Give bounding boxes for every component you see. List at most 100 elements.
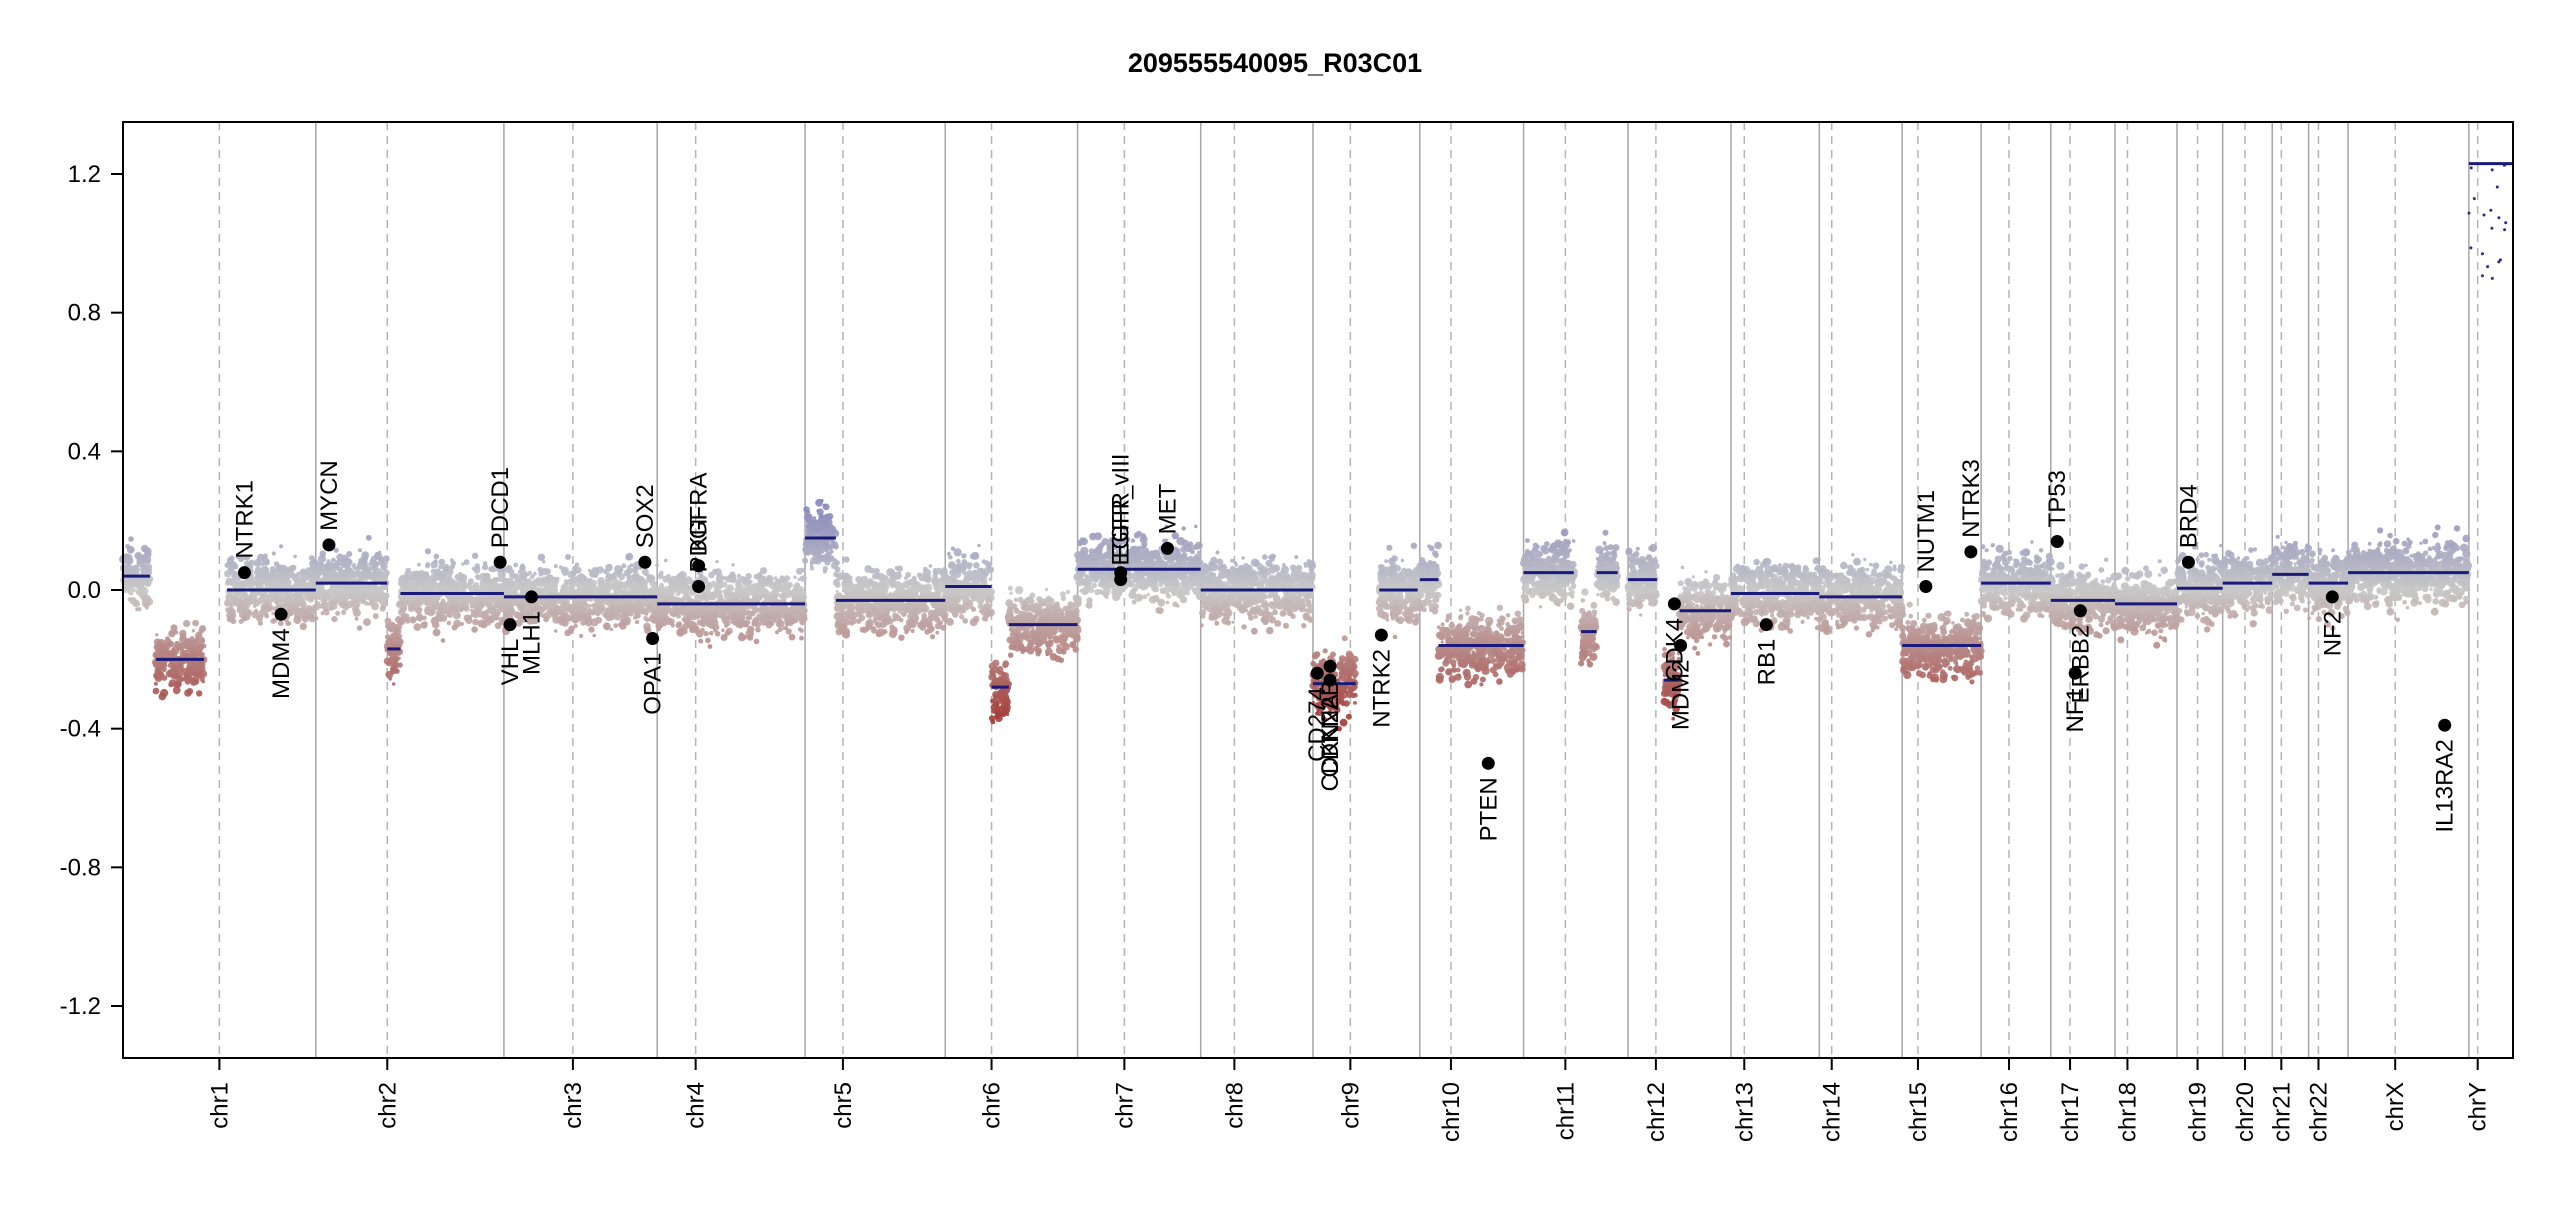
probe-point [749, 606, 752, 609]
probe-point [417, 615, 422, 620]
probe-point [493, 604, 498, 609]
probe-point [468, 579, 474, 585]
probe-point [979, 568, 983, 572]
probe-point [867, 621, 871, 625]
probe-point [1016, 609, 1020, 613]
probe-point [471, 611, 478, 618]
probe-point [484, 597, 492, 605]
probe-point [725, 608, 732, 615]
probe-point [917, 621, 925, 629]
probe-point [753, 607, 757, 611]
probe-point [799, 606, 805, 612]
probe-point [570, 631, 573, 634]
probe-point [792, 611, 799, 618]
probe-point [349, 571, 356, 578]
probe-point [835, 622, 842, 629]
probe-point [696, 630, 703, 637]
probe-point [966, 562, 970, 566]
probe-point [922, 614, 927, 619]
probe-point [719, 584, 723, 588]
probe-point [282, 603, 286, 607]
probe-point [182, 677, 187, 682]
probe-point [747, 626, 755, 634]
probe-point [857, 608, 863, 614]
probe-point [705, 638, 711, 644]
probe-point [349, 561, 353, 565]
probe-point [708, 594, 714, 600]
probe-point [688, 609, 693, 614]
probe-point [618, 583, 624, 589]
probe-point [543, 603, 547, 607]
probe-point [330, 600, 336, 606]
probe-point [369, 600, 375, 606]
probe-point [724, 592, 732, 600]
probe-point [426, 562, 430, 566]
probe-point [528, 571, 532, 575]
probe-point [990, 719, 995, 724]
probe-point [361, 570, 366, 575]
probe-point [950, 607, 958, 615]
probe-point [364, 584, 369, 589]
probe-point [492, 582, 499, 589]
probe-point [508, 569, 514, 575]
probe-point [464, 615, 471, 622]
probe-point [826, 551, 832, 557]
probe-point [431, 587, 436, 592]
probe-point [270, 581, 275, 586]
probe-point [458, 576, 462, 580]
probe-point [302, 616, 309, 623]
chart-title: 209555540095_R03C01 [1128, 48, 1422, 78]
probe-point [1003, 697, 1010, 704]
probe-point [271, 612, 275, 616]
probe-point [200, 627, 205, 632]
probe-point [719, 611, 725, 617]
probe-point [857, 584, 865, 592]
probe-point [676, 624, 680, 628]
probe-point [875, 621, 882, 628]
probe-point [947, 552, 951, 556]
probe-point [861, 627, 868, 634]
probe-point [738, 595, 741, 598]
probe-point [688, 625, 691, 628]
probe-point [643, 623, 651, 631]
probe-point [762, 605, 770, 613]
probe-point [452, 625, 458, 631]
probe-point [355, 617, 359, 621]
probe-point [962, 618, 968, 624]
probe-point [183, 620, 190, 627]
probe-point [383, 555, 390, 562]
probe-point [154, 682, 158, 686]
probe-point [409, 605, 412, 608]
probe-point [738, 620, 745, 627]
probe-point [270, 618, 276, 624]
probe-point [787, 613, 791, 617]
probe-point [708, 644, 713, 649]
probe-point [645, 612, 649, 616]
probe-point [889, 624, 894, 629]
probe-point [201, 638, 205, 642]
probe-point [362, 557, 367, 562]
probe-point [313, 560, 319, 566]
probe-point [926, 593, 930, 597]
probe-point [461, 597, 465, 601]
probe-point [421, 573, 428, 580]
probe-point [894, 572, 902, 580]
probe-point [422, 616, 427, 621]
probe-point [258, 621, 263, 626]
probe-point [259, 571, 266, 578]
probe-point [923, 567, 928, 572]
probe-point [392, 682, 395, 685]
probe-point [354, 584, 361, 591]
probe-point [1060, 591, 1066, 597]
probe-point [902, 585, 906, 589]
probe-point [780, 593, 786, 599]
probe-point [898, 635, 904, 641]
probe-point [886, 568, 894, 576]
probe-point [144, 547, 152, 555]
probe-point [635, 620, 640, 625]
probe-point [776, 622, 781, 627]
probe-point [189, 677, 195, 683]
probe-point [392, 632, 396, 636]
probe-point [560, 590, 564, 594]
probe-point [637, 603, 644, 610]
